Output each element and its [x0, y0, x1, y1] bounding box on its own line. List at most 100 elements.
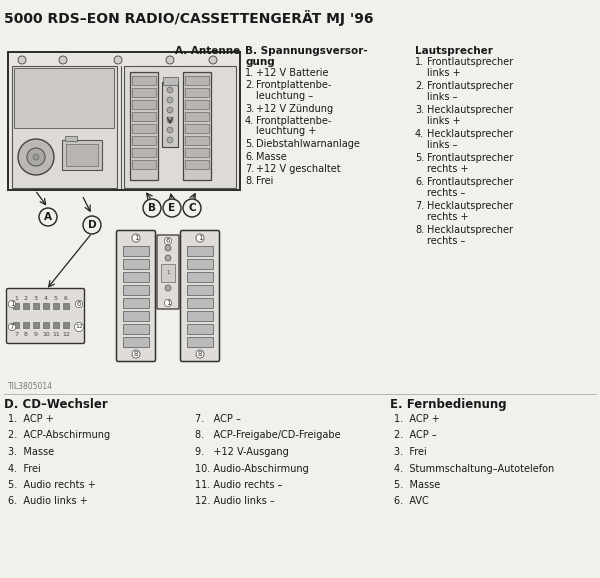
Text: 5.  Audio rechts +: 5. Audio rechts + — [8, 480, 96, 490]
Text: gung: gung — [245, 57, 275, 67]
Bar — [132, 112, 156, 121]
Text: rechts –: rechts – — [427, 235, 466, 246]
Text: Hecklautsprecher: Hecklautsprecher — [427, 225, 513, 235]
Bar — [62, 140, 102, 170]
Text: 8: 8 — [198, 351, 202, 357]
Text: Frontlautsprecher: Frontlautsprecher — [427, 177, 513, 187]
Bar — [65, 136, 77, 141]
Bar — [185, 160, 209, 169]
Text: 2.: 2. — [415, 81, 424, 91]
Text: 12. Audio links –: 12. Audio links – — [195, 497, 275, 506]
Text: 2.  ACP –: 2. ACP – — [394, 431, 437, 440]
Bar — [12, 66, 117, 188]
Text: 7.   ACP –: 7. ACP – — [195, 414, 241, 424]
Bar — [187, 259, 213, 269]
Text: 6: 6 — [77, 301, 81, 307]
Circle shape — [165, 255, 171, 261]
Text: links +: links + — [427, 116, 461, 125]
Circle shape — [167, 97, 173, 103]
Text: 9.   +12 V-Ausgang: 9. +12 V-Ausgang — [195, 447, 289, 457]
Circle shape — [83, 216, 101, 234]
Text: D. CD–Wechsler: D. CD–Wechsler — [4, 398, 108, 411]
Bar — [185, 148, 209, 157]
Bar — [183, 72, 211, 180]
Circle shape — [165, 245, 171, 251]
Text: 2: 2 — [24, 295, 28, 301]
Circle shape — [27, 148, 45, 166]
Text: Frontlautsprecher: Frontlautsprecher — [427, 153, 513, 163]
Bar — [132, 88, 156, 97]
Text: 1: 1 — [198, 235, 202, 241]
Text: rechts –: rechts – — [427, 187, 466, 198]
Text: Frontlautsprecher: Frontlautsprecher — [427, 81, 513, 91]
Bar — [185, 136, 209, 145]
Circle shape — [209, 56, 217, 64]
Text: 7.: 7. — [415, 201, 424, 211]
Text: 3.  Masse: 3. Masse — [8, 447, 54, 457]
Text: leuchtung –: leuchtung – — [256, 91, 313, 101]
Bar — [187, 285, 213, 295]
Circle shape — [18, 56, 26, 64]
Text: 4.: 4. — [245, 116, 254, 126]
Text: 5.: 5. — [415, 153, 424, 163]
Text: rechts +: rechts + — [427, 164, 469, 173]
Bar — [185, 124, 209, 133]
Text: Frontlautsprecher: Frontlautsprecher — [427, 57, 513, 67]
Circle shape — [39, 208, 57, 226]
FancyBboxPatch shape — [181, 231, 220, 361]
Text: Hecklautsprecher: Hecklautsprecher — [427, 129, 513, 139]
Text: 6.  Audio links +: 6. Audio links + — [8, 497, 88, 506]
Text: links +: links + — [427, 68, 461, 77]
Text: 7.: 7. — [245, 164, 254, 174]
Text: 2.  ACP-Abschirmung: 2. ACP-Abschirmung — [8, 431, 110, 440]
Bar — [123, 272, 149, 282]
Text: 6.: 6. — [415, 177, 424, 187]
Text: 12: 12 — [62, 332, 70, 338]
Text: 6.  AVC: 6. AVC — [394, 497, 429, 506]
Text: +12 V geschaltet: +12 V geschaltet — [256, 164, 341, 174]
Text: 8.   ACP-Freigabe/CD-Freigabe: 8. ACP-Freigabe/CD-Freigabe — [195, 431, 341, 440]
Bar — [132, 160, 156, 169]
Text: C: C — [188, 203, 196, 213]
Circle shape — [167, 127, 173, 133]
Bar — [66, 144, 98, 166]
Circle shape — [59, 56, 67, 64]
Bar — [185, 100, 209, 109]
Text: 7: 7 — [10, 324, 14, 330]
Bar — [132, 136, 156, 145]
FancyBboxPatch shape — [157, 235, 179, 309]
Bar — [163, 77, 178, 85]
FancyBboxPatch shape — [116, 231, 155, 361]
Bar — [8, 52, 240, 190]
Text: 4.  Frei: 4. Frei — [8, 464, 41, 473]
Text: 6: 6 — [166, 238, 170, 244]
Circle shape — [167, 117, 173, 123]
Circle shape — [18, 139, 54, 175]
Text: links –: links – — [427, 91, 458, 102]
Text: 8: 8 — [134, 351, 138, 357]
Text: 5.: 5. — [245, 139, 254, 149]
Text: E. Fernbedienung: E. Fernbedienung — [390, 398, 506, 411]
Bar — [123, 259, 149, 269]
Text: 8.: 8. — [245, 176, 254, 187]
Circle shape — [166, 56, 174, 64]
Text: 1.  ACP +: 1. ACP + — [8, 414, 54, 424]
Text: Hecklautsprecher: Hecklautsprecher — [427, 105, 513, 115]
Bar — [185, 112, 209, 121]
Bar — [123, 298, 149, 308]
Text: 10. Audio-Abschirmung: 10. Audio-Abschirmung — [195, 464, 309, 473]
Bar — [123, 246, 149, 256]
Bar — [123, 311, 149, 321]
Text: Hecklautsprecher: Hecklautsprecher — [427, 201, 513, 211]
Text: leuchtung +: leuchtung + — [256, 127, 316, 136]
Bar — [132, 100, 156, 109]
Circle shape — [143, 199, 161, 217]
Text: 5.  Masse: 5. Masse — [394, 480, 440, 490]
Circle shape — [165, 265, 171, 271]
Text: 2.: 2. — [245, 80, 254, 91]
Text: 5000 RDS–EON RADIO/CASSETTENGERÄT MJ '96: 5000 RDS–EON RADIO/CASSETTENGERÄT MJ '96 — [4, 10, 373, 26]
Bar — [187, 298, 213, 308]
Circle shape — [167, 137, 173, 143]
Bar — [123, 285, 149, 295]
Circle shape — [167, 107, 173, 113]
